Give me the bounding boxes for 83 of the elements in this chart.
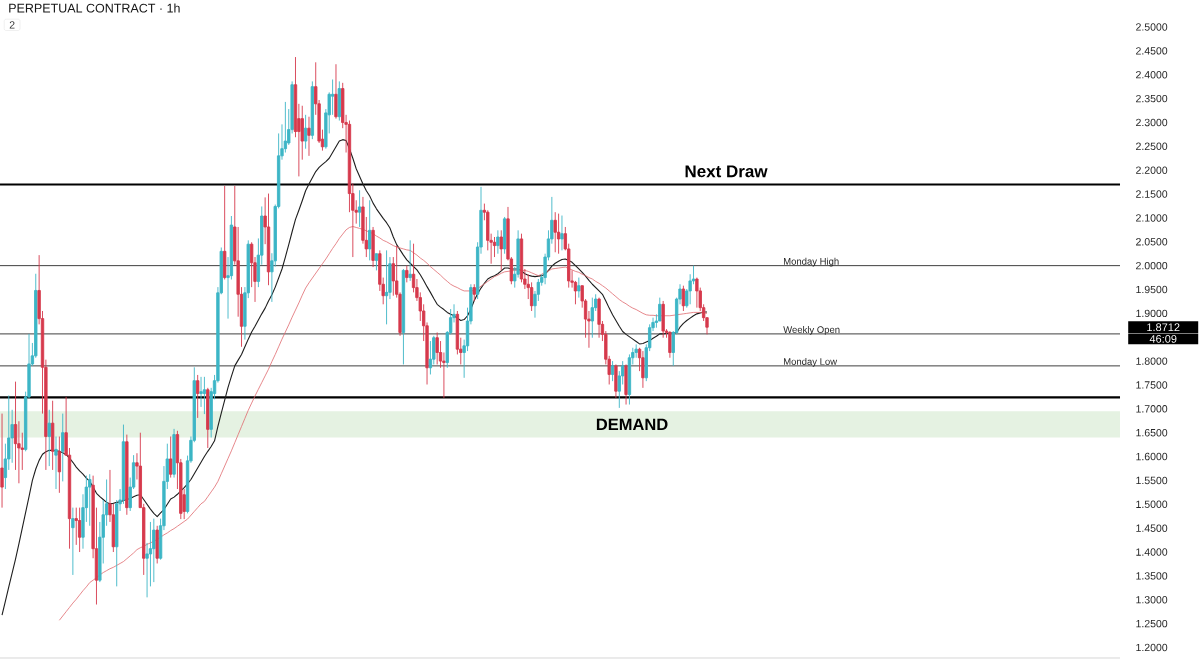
- candlestick: [57, 436, 62, 494]
- candlestick: [610, 360, 615, 382]
- candlestick: [614, 364, 618, 399]
- candlestick: [196, 374, 200, 419]
- candlestick: [661, 300, 665, 339]
- candlestick: [384, 249, 389, 325]
- candlestick: [374, 253, 379, 271]
- y-tick-label: 1.5500: [1136, 476, 1168, 485]
- ref-line-label: Weekly Open: [783, 326, 840, 335]
- candlestick: [152, 518, 156, 583]
- candlestick: [553, 211, 557, 253]
- candlestick: [499, 229, 503, 271]
- candlestick: [560, 215, 564, 251]
- candlestick: [222, 185, 227, 280]
- candlestick: [202, 376, 207, 415]
- ref-line-label: Monday Low: [783, 357, 838, 367]
- y-tick-label: 2.2500: [1136, 142, 1168, 151]
- y-tick-label: 2.3000: [1136, 118, 1168, 127]
- candlestick: [172, 428, 176, 479]
- y-tick-label: 1.7500: [1136, 381, 1168, 389]
- text: 1.8712: [1147, 323, 1180, 332]
- candlestick: [88, 473, 92, 527]
- candlestick: [641, 350, 645, 389]
- y-tick-label: 1.3500: [1136, 572, 1168, 580]
- candlestick: [472, 283, 476, 302]
- y-tick-label: 1.2000: [1136, 643, 1168, 652]
- y-tick-label: 1.8000: [1136, 357, 1168, 365]
- ref-line-label: Next Draw: [685, 165, 768, 178]
- candlestick: [405, 265, 409, 283]
- candlestick: [428, 340, 433, 375]
- candlestick: [77, 507, 82, 553]
- y-tick-label: 1.9000: [1136, 309, 1168, 318]
- y-tick-label: 2.0000: [1136, 261, 1168, 270]
- y-tick-label: 2.1500: [1136, 190, 1168, 198]
- candlestick: [337, 80, 342, 121]
- ref-line-label: Monday High: [783, 257, 839, 267]
- candlestick: [54, 436, 58, 490]
- candlestick: [169, 436, 173, 479]
- candlestick: [50, 400, 55, 471]
- candlestick: [303, 114, 308, 150]
- candlestick: [47, 409, 51, 467]
- candlestick: [590, 297, 594, 339]
- y-tick-label: 1.2500: [1136, 619, 1168, 628]
- y-tick-label: 1.7000: [1136, 405, 1168, 413]
- candlestick: [624, 364, 628, 405]
- y-tick-label: 1.3000: [1136, 596, 1168, 604]
- candlestick: [668, 330, 672, 359]
- y-tick-label: 2.0500: [1136, 238, 1168, 246]
- y-tick-label: 1.9500: [1136, 285, 1168, 294]
- candlestick: [334, 63, 338, 120]
- candlestick: [310, 80, 315, 140]
- candlestick: [577, 277, 581, 299]
- y-tick-label: 1.6000: [1136, 452, 1168, 461]
- y-tick-label: 2.1000: [1136, 214, 1168, 222]
- annotation: 2: [9, 21, 15, 29]
- y-tick-label: 2.4500: [1136, 47, 1168, 55]
- y-tick-label: 2.3500: [1136, 94, 1168, 103]
- y-tick-label: 2.5000: [1136, 23, 1168, 31]
- candlestick: [0, 413, 4, 509]
- candlestick: [695, 277, 699, 309]
- text: 46:09: [1149, 335, 1177, 343]
- candlestick: [408, 239, 412, 282]
- candlestick: [371, 226, 375, 268]
- candlestick: [357, 189, 362, 228]
- chart-title: PERPETUAL CONTRACT · 1h: [9, 3, 180, 13]
- candlestick: [155, 525, 159, 564]
- candlestick: [496, 229, 500, 255]
- y-tick-label: 1.4000: [1136, 548, 1168, 556]
- candlestick: [266, 193, 271, 286]
- candlestick: [307, 116, 311, 157]
- candlestick: [61, 413, 65, 482]
- y-tick-label: 2.2000: [1136, 166, 1168, 174]
- band-label: DEMAND: [596, 418, 668, 431]
- candlestick: [71, 507, 75, 576]
- candlestick: [368, 199, 372, 261]
- y-tick-label: 1.4500: [1136, 524, 1168, 532]
- y-tick-label: 1.6500: [1136, 428, 1168, 437]
- y-tick-label: 1.5000: [1136, 500, 1168, 509]
- candlestick: [556, 213, 561, 255]
- candlestick: [125, 434, 129, 516]
- candlestick: [435, 332, 439, 365]
- y-tick-label: 2.4000: [1136, 71, 1168, 79]
- candlestick: [597, 297, 601, 339]
